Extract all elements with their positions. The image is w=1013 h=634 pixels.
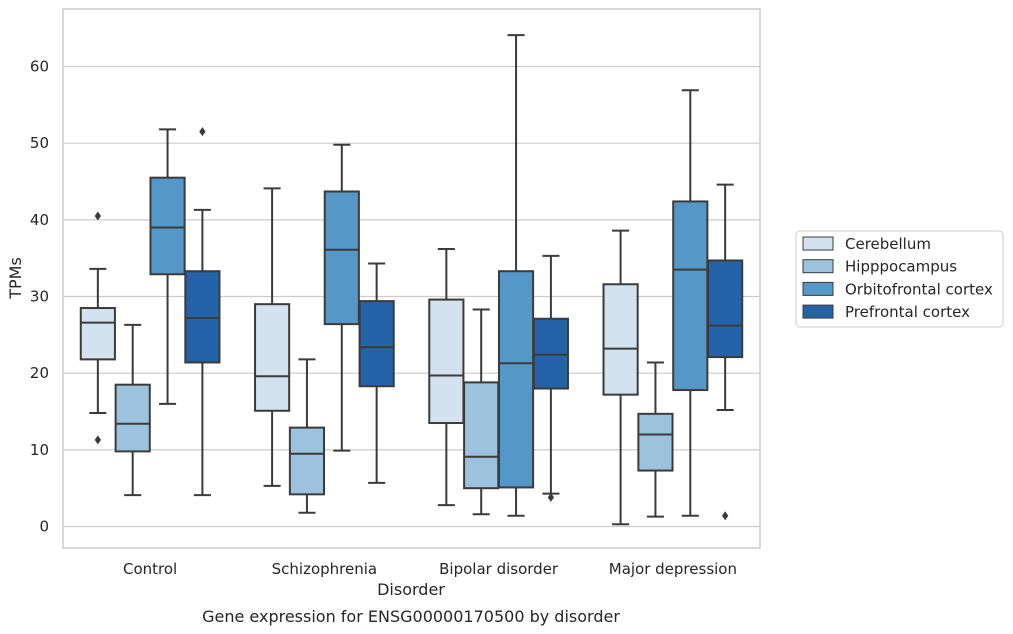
outlier-point (94, 435, 101, 445)
box-body (707, 259, 744, 359)
x-tick-label: Bipolar disorder (439, 560, 559, 578)
y-tick-labels: 0 10 20 30 40 50 60 (30, 58, 49, 536)
y-axis-label: TPMs (6, 257, 25, 300)
outlier-point (722, 511, 729, 521)
box-body (602, 283, 639, 396)
y-tick-label: 50 (30, 134, 49, 152)
box-1-3 (637, 361, 674, 518)
box-body (428, 298, 465, 425)
y-tick-label: 10 (30, 441, 49, 459)
x-tick-label: Schizophrenia (272, 560, 377, 578)
outlier-point (199, 127, 206, 137)
box-0-0 (79, 211, 116, 445)
box-1-2 (463, 308, 500, 516)
outlier-point (547, 492, 555, 502)
box-0-1 (254, 187, 291, 487)
y-tick-label: 40 (30, 211, 49, 229)
x-axis-label: Disorder (377, 580, 445, 599)
y-tick-label: 60 (30, 58, 49, 76)
box-2-0 (149, 128, 186, 405)
box-3-2 (532, 254, 569, 502)
box-body (114, 383, 151, 453)
x-tick-label: Control (123, 560, 177, 578)
legend-label: Cerebellum (845, 235, 931, 253)
box-body (532, 317, 569, 390)
box-3-1 (358, 262, 395, 484)
legend-label: Hipppocampus (845, 258, 957, 276)
box-3-3 (707, 183, 744, 521)
box-body (672, 200, 709, 392)
box-2-1 (323, 143, 360, 452)
legend-frame (795, 230, 1004, 328)
box-body (637, 412, 674, 472)
legend-swatch (802, 259, 834, 274)
boxes-layer (79, 34, 744, 526)
box-body (149, 176, 186, 276)
legend-label: Orbitofrontal cortex (845, 280, 993, 298)
y-tick-label: 30 (30, 288, 49, 306)
box-2-3 (672, 89, 709, 517)
box-0-3 (602, 229, 639, 526)
box-body (254, 303, 291, 412)
box-body (288, 426, 326, 496)
box-body (497, 270, 535, 489)
plot-frame (62, 8, 761, 549)
x-tick-labels: Control Schizophrenia Bipolar disorder Majo… (123, 560, 737, 578)
box-body (184, 270, 221, 364)
y-tick-label: 20 (30, 364, 49, 382)
box-body (358, 300, 395, 388)
box-body (323, 190, 360, 326)
legend-swatch (802, 304, 834, 319)
legend: Cerebellum Hipppocampus Orbitofrontal cort… (795, 230, 1004, 328)
box-0-2 (428, 247, 465, 507)
grid-lines (63, 65, 760, 528)
box-1-1 (288, 358, 326, 514)
chart-caption: Gene expression for ENSG00000170500 by d… (202, 607, 620, 626)
outlier-point (94, 211, 101, 221)
box-2-2 (497, 34, 535, 517)
box-3-0 (184, 127, 221, 497)
box-body (79, 307, 116, 361)
legend-swatch (802, 281, 834, 296)
legend-label: Prefrontal cortex (845, 303, 970, 321)
box-1-0 (114, 323, 151, 497)
legend-swatch (802, 236, 834, 251)
box-body (463, 381, 500, 490)
x-tick-label: Major depression (609, 560, 737, 578)
y-tick-label: 0 (39, 518, 49, 536)
